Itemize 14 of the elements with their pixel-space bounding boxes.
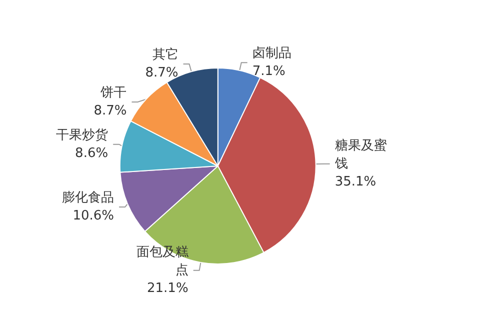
data-label: 21.1% (147, 280, 188, 296)
data-label: 8.6% (75, 146, 108, 161)
slice-label: 其它 (152, 46, 178, 62)
slice-label: 面包及糕点 (136, 244, 188, 278)
slice-label: 膨化食品 (62, 190, 114, 206)
slice-label: 糖果及蜜饯 (334, 137, 387, 172)
slice-label: 干果炒货 (56, 128, 108, 143)
slice-label: 饼干 (100, 85, 127, 100)
data-label: 8.7% (94, 103, 127, 118)
data-label: 7.1% (252, 64, 286, 80)
data-label: 10.6% (72, 208, 114, 224)
data-label: 8.7% (145, 65, 178, 80)
data-label: 35.1% (334, 174, 376, 190)
slice-label: 卤制品 (252, 46, 292, 62)
